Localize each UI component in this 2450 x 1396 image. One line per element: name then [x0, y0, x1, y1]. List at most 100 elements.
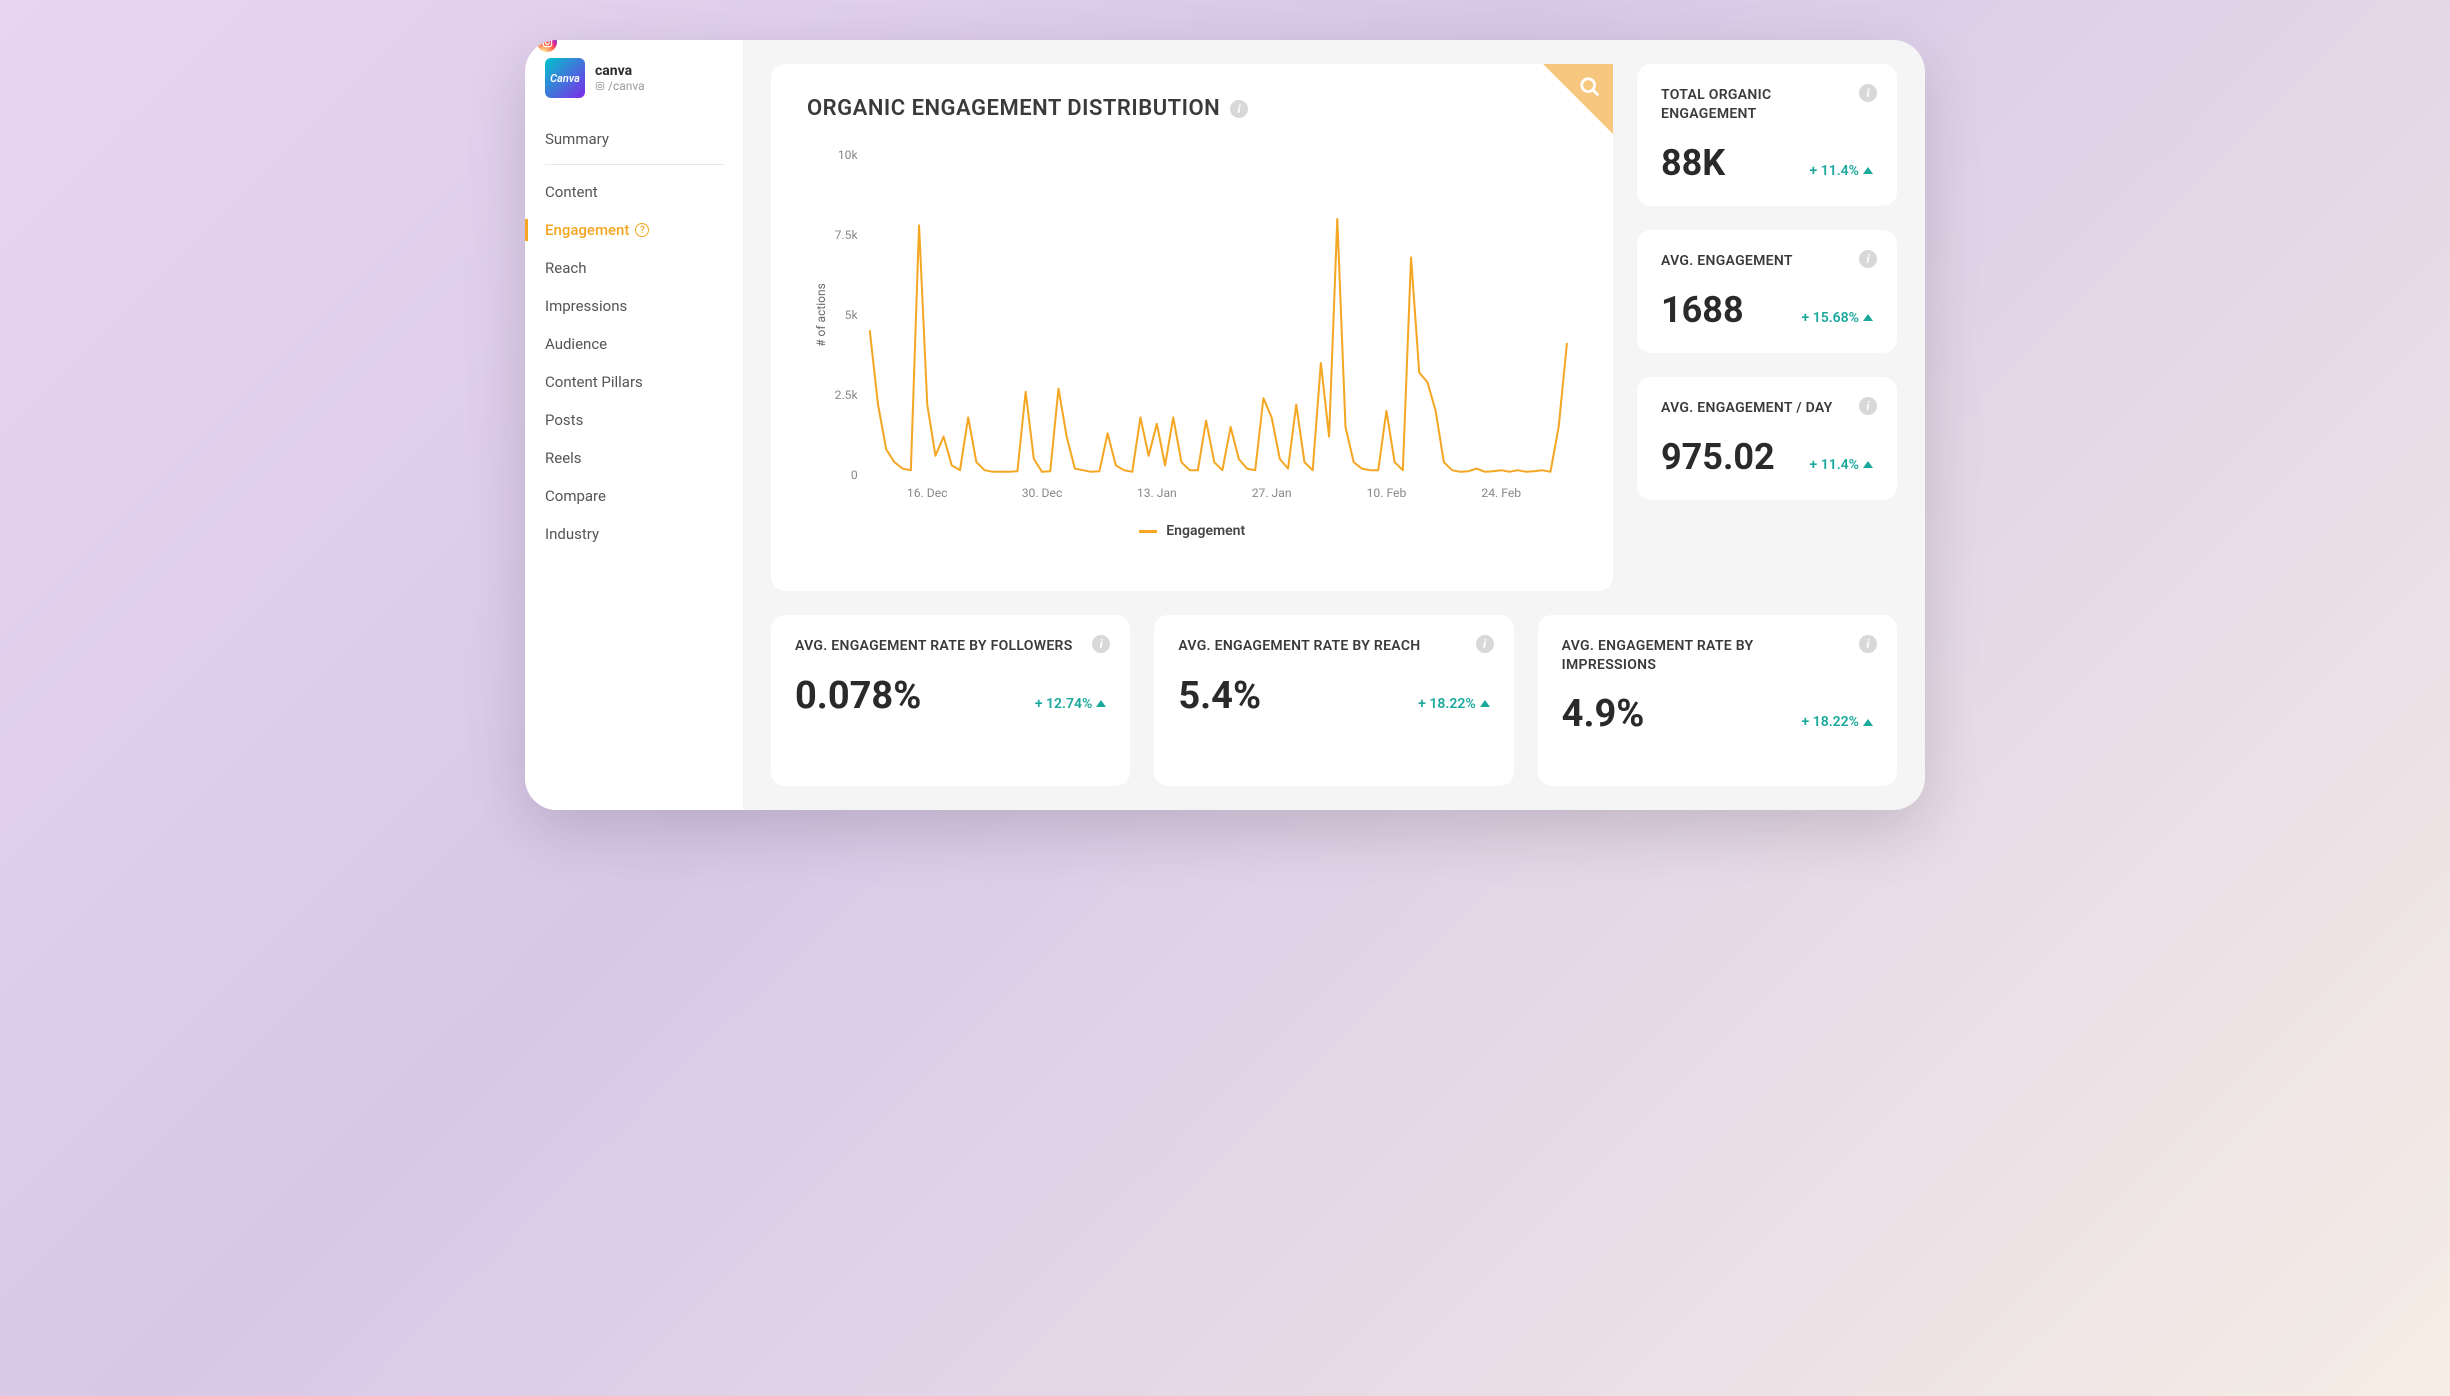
stat-label: AVG. ENGAGEMENT / DAY: [1661, 399, 1873, 418]
line-chart: 02.5k5k7.5k10k# of actions16. Dec30. Dec…: [807, 145, 1577, 515]
profile-handle-text: /canva: [608, 79, 645, 93]
profile-header[interactable]: Canva canva /canva: [525, 56, 743, 112]
stat-delta: + 11.4%: [1810, 163, 1873, 179]
legend-swatch: [1139, 530, 1157, 533]
stat-value-row: 0.078% + 12.74%: [795, 674, 1106, 718]
avatar: Canva: [545, 58, 585, 98]
stat-delta: + 18.22%: [1418, 696, 1489, 712]
stat-delta-text: + 12.74%: [1035, 696, 1092, 712]
arrow-up-icon: [1863, 719, 1873, 726]
chart-card: ORGANIC ENGAGEMENT DISTRIBUTION i 0 2.5k 5…: [771, 64, 1613, 591]
svg-text:10. Feb: 10. Feb: [1367, 486, 1407, 500]
legend-label: Engagement: [1166, 523, 1245, 539]
stat-value: 975.02: [1661, 436, 1775, 478]
chart-title-text: ORGANIC ENGAGEMENT DISTRIBUTION: [807, 96, 1220, 121]
chart-title: ORGANIC ENGAGEMENT DISTRIBUTION i: [807, 96, 1577, 121]
chart-legend: Engagement: [807, 523, 1577, 539]
main-content: ORGANIC ENGAGEMENT DISTRIBUTION i 0 2.5k 5…: [743, 40, 1925, 810]
stat-label: AVG. ENGAGEMENT RATE BY FOLLOWERS: [795, 637, 1106, 656]
sidebar-item-label: Content: [545, 183, 598, 201]
sidebar-item-posts[interactable]: Posts: [525, 401, 743, 439]
svg-text:7.5k: 7.5k: [835, 228, 859, 242]
stat-card: iAVG. ENGAGEMENT RATE BY IMPRESSIONS 4.9%…: [1538, 615, 1897, 786]
svg-text:2.5k: 2.5k: [835, 388, 859, 402]
stat-value: 0.078%: [795, 674, 921, 718]
chart-area: 02.5k5k7.5k10k# of actions16. Dec30. Dec…: [807, 145, 1577, 515]
sidebar-item-content[interactable]: Content: [525, 173, 743, 211]
help-icon[interactable]: ?: [635, 223, 649, 237]
arrow-up-icon: [1863, 314, 1873, 321]
stat-card: iAVG. ENGAGEMENT RATE BY FOLLOWERS 0.078%…: [771, 615, 1130, 786]
stat-value: 4.9%: [1562, 692, 1645, 736]
sidebar-item-industry[interactable]: Industry: [525, 515, 743, 553]
stat-delta: + 18.22%: [1802, 714, 1873, 730]
svg-text:0: 0: [851, 468, 858, 482]
info-icon[interactable]: i: [1092, 635, 1110, 653]
stat-delta: + 11.4%: [1810, 457, 1873, 473]
stat-card: iAVG. ENGAGEMENT RATE BY REACH 5.4% + 18.2…: [1154, 615, 1513, 786]
stat-value-row: 5.4% + 18.22%: [1178, 674, 1489, 718]
stat-delta-text: + 18.22%: [1802, 714, 1859, 730]
stat-value: 88K: [1661, 142, 1725, 184]
sidebar: Canva canva /canva Summary Content Engage…: [525, 40, 743, 810]
info-icon[interactable]: i: [1230, 100, 1248, 118]
stat-value-row: 88K + 11.4%: [1661, 142, 1873, 184]
profile-handle: /canva: [595, 79, 645, 93]
sidebar-item-label: Compare: [545, 487, 606, 505]
stat-delta-text: + 18.22%: [1418, 696, 1475, 712]
stat-delta-text: + 11.4%: [1810, 457, 1859, 473]
sidebar-item-label: Content Pillars: [545, 373, 643, 391]
sidebar-item-label: Audience: [545, 335, 607, 353]
profile-info: canva /canva: [595, 63, 645, 93]
profile-name: canva: [595, 63, 645, 79]
svg-text:16. Dec: 16. Dec: [907, 486, 948, 500]
stat-label: AVG. ENGAGEMENT RATE BY REACH: [1178, 637, 1489, 656]
stat-delta: + 15.68%: [1802, 310, 1873, 326]
stats-side-column: iTOTAL ORGANIC ENGAGEMENT88K+ 11.4%iAVG.…: [1637, 64, 1897, 591]
app-window: Canva canva /canva Summary Content Engage…: [525, 40, 1925, 810]
expand-corner[interactable]: [1543, 64, 1613, 134]
stat-card: iAVG. ENGAGEMENT / DAY 975.02 + 11.4%: [1637, 377, 1897, 500]
info-icon[interactable]: i: [1859, 397, 1877, 415]
stat-value-row: 975.02 + 11.4%: [1661, 436, 1873, 478]
arrow-up-icon: [1096, 700, 1106, 707]
instagram-badge-icon: [537, 40, 557, 52]
sidebar-item-label: Posts: [545, 411, 583, 429]
search-icon: [1579, 76, 1601, 98]
sidebar-item-engagement[interactable]: Engagement?: [525, 211, 743, 249]
info-icon[interactable]: i: [1859, 250, 1877, 268]
stat-value-row: 1688+ 15.68%: [1661, 289, 1873, 331]
sidebar-item-content-pillars[interactable]: Content Pillars: [525, 363, 743, 401]
sidebar-item-label: Engagement: [545, 221, 629, 239]
stat-value-row: 4.9% + 18.22%: [1562, 692, 1873, 736]
sidebar-item-label: Reach: [545, 259, 586, 277]
arrow-up-icon: [1863, 167, 1873, 174]
arrow-up-icon: [1863, 461, 1873, 468]
sidebar-item-reels[interactable]: Reels: [525, 439, 743, 477]
info-icon[interactable]: i: [1859, 635, 1877, 653]
svg-text:13. Jan: 13. Jan: [1137, 486, 1177, 500]
sidebar-item-label: Industry: [545, 525, 599, 543]
stat-label: AVG. ENGAGEMENT: [1661, 252, 1873, 271]
info-icon[interactable]: i: [1859, 84, 1877, 102]
stat-value: 5.4%: [1178, 674, 1261, 718]
stat-label: TOTAL ORGANIC ENGAGEMENT: [1661, 86, 1873, 124]
stat-delta-text: + 11.4%: [1810, 163, 1859, 179]
stat-card: iTOTAL ORGANIC ENGAGEMENT 88K + 11.4%: [1637, 64, 1897, 206]
sidebar-item-label: Impressions: [545, 297, 627, 315]
sidebar-item-impressions[interactable]: Impressions: [525, 287, 743, 325]
svg-text:10k: 10k: [838, 148, 859, 162]
svg-text:27. Jan: 27. Jan: [1252, 486, 1292, 500]
sidebar-item-reach[interactable]: Reach: [525, 249, 743, 287]
stat-card: iAVG. ENGAGEMENT 1688+ 15.68%: [1637, 230, 1897, 353]
sidebar-item-audience[interactable]: Audience: [525, 325, 743, 363]
sidebar-item-compare[interactable]: Compare: [525, 477, 743, 515]
sidebar-nav: Summary Content Engagement? Reach Impressio…: [525, 112, 743, 561]
sidebar-item-summary[interactable]: Summary: [545, 120, 723, 165]
svg-text:24. Feb: 24. Feb: [1481, 486, 1521, 500]
info-icon[interactable]: i: [1476, 635, 1494, 653]
arrow-up-icon: [1480, 700, 1490, 707]
stat-label: AVG. ENGAGEMENT RATE BY IMPRESSIONS: [1562, 637, 1873, 675]
svg-text:# of actions: # of actions: [814, 283, 828, 347]
svg-text:5k: 5k: [845, 308, 859, 322]
